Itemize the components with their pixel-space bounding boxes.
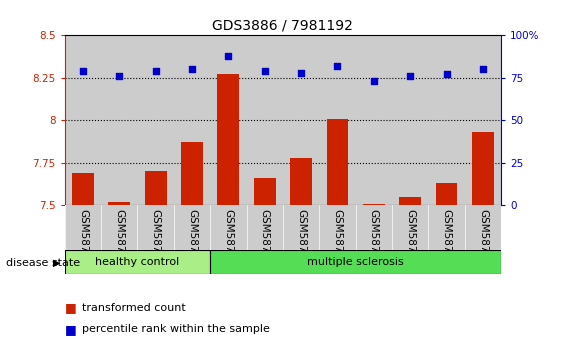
Bar bbox=[399, 197, 421, 205]
Text: GSM587548: GSM587548 bbox=[332, 209, 342, 272]
Point bbox=[369, 79, 378, 84]
Bar bbox=[101, 205, 137, 250]
Point bbox=[479, 67, 488, 72]
Text: multiple sclerosis: multiple sclerosis bbox=[307, 257, 404, 267]
Text: GSM587545: GSM587545 bbox=[224, 209, 234, 272]
Title: GDS3886 / 7981192: GDS3886 / 7981192 bbox=[212, 19, 354, 33]
Text: healthy control: healthy control bbox=[95, 257, 180, 267]
Bar bbox=[464, 205, 501, 250]
Point bbox=[260, 68, 269, 74]
Bar bbox=[428, 35, 464, 205]
Bar bbox=[472, 132, 494, 205]
Point bbox=[297, 70, 306, 76]
Bar bbox=[174, 35, 210, 205]
Bar bbox=[428, 205, 464, 250]
Bar bbox=[327, 119, 348, 205]
Bar bbox=[392, 205, 428, 250]
Point bbox=[151, 68, 160, 74]
Point bbox=[224, 53, 233, 59]
Point bbox=[406, 73, 415, 79]
Bar bbox=[65, 205, 101, 250]
Text: ■: ■ bbox=[65, 302, 77, 314]
Bar bbox=[436, 183, 457, 205]
Bar bbox=[145, 171, 167, 205]
Bar bbox=[72, 173, 94, 205]
Bar bbox=[319, 35, 356, 205]
Text: GSM587543: GSM587543 bbox=[151, 209, 160, 272]
Bar bbox=[210, 35, 247, 205]
Text: GSM587542: GSM587542 bbox=[114, 209, 124, 272]
Text: GSM587541: GSM587541 bbox=[78, 209, 88, 272]
Bar bbox=[65, 35, 101, 205]
Bar bbox=[254, 178, 276, 205]
Text: GSM587546: GSM587546 bbox=[260, 209, 270, 272]
Bar bbox=[356, 205, 392, 250]
Bar bbox=[464, 35, 501, 205]
Text: transformed count: transformed count bbox=[82, 303, 185, 313]
Bar bbox=[101, 35, 137, 205]
Bar bbox=[283, 205, 319, 250]
Bar bbox=[392, 35, 428, 205]
Text: GSM587547: GSM587547 bbox=[296, 209, 306, 272]
Bar bbox=[319, 205, 356, 250]
Bar bbox=[65, 250, 210, 274]
Bar bbox=[181, 142, 203, 205]
Point bbox=[187, 67, 196, 72]
Point bbox=[442, 72, 451, 77]
Point bbox=[333, 63, 342, 69]
Text: GSM587550: GSM587550 bbox=[405, 209, 415, 272]
Text: percentile rank within the sample: percentile rank within the sample bbox=[82, 324, 270, 334]
Bar bbox=[290, 158, 312, 205]
Bar bbox=[356, 35, 392, 205]
Text: ▶: ▶ bbox=[53, 258, 61, 268]
Text: ■: ■ bbox=[65, 323, 77, 336]
Bar bbox=[137, 35, 174, 205]
Bar bbox=[363, 204, 385, 205]
Text: GSM587552: GSM587552 bbox=[478, 209, 488, 272]
Bar bbox=[217, 74, 239, 205]
Bar bbox=[137, 205, 174, 250]
Point bbox=[115, 73, 124, 79]
Bar bbox=[108, 202, 130, 205]
Text: disease state: disease state bbox=[6, 258, 80, 268]
Bar bbox=[210, 205, 247, 250]
Text: GSM587544: GSM587544 bbox=[187, 209, 197, 272]
Point bbox=[78, 68, 87, 74]
Bar bbox=[174, 205, 210, 250]
Bar bbox=[210, 250, 501, 274]
Text: GSM587549: GSM587549 bbox=[369, 209, 379, 272]
Bar bbox=[247, 205, 283, 250]
Bar bbox=[247, 35, 283, 205]
Bar bbox=[283, 35, 319, 205]
Text: GSM587551: GSM587551 bbox=[441, 209, 452, 272]
